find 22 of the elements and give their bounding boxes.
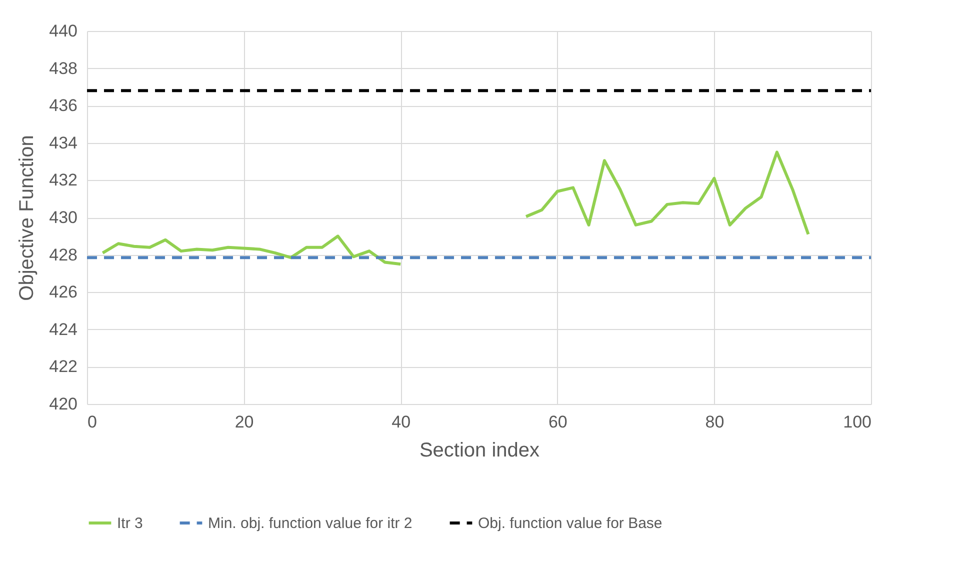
- x-tick-label: 100: [843, 412, 872, 432]
- x-tick-label: 60: [548, 412, 568, 432]
- y-tick-label: 438: [49, 58, 78, 78]
- legend-label: Itr 3: [117, 515, 143, 532]
- legend-label: Obj. function value for Base: [478, 515, 662, 532]
- x-tick-label: 0: [88, 412, 97, 432]
- x-tick-label: 20: [234, 412, 254, 432]
- y-tick-label: 420: [49, 394, 78, 414]
- y-tick-label: 434: [49, 133, 78, 152]
- y-tick-label: 428: [49, 245, 78, 264]
- y-tick-label: 436: [49, 96, 78, 116]
- y-tick-label: 426: [49, 282, 78, 302]
- y-tick-label: 440: [49, 22, 78, 40]
- y-tick-label: 432: [49, 170, 78, 190]
- y-tick-label: 430: [49, 208, 78, 227]
- y-tick-label: 422: [49, 357, 78, 376]
- x-axis-title: Section index: [419, 440, 540, 462]
- y-axis-title: Objective Function: [16, 135, 38, 301]
- y-tick-label: 424: [49, 320, 78, 339]
- x-tick-label: 80: [705, 412, 724, 432]
- x-tick-label: 40: [392, 412, 411, 432]
- legend-label: Min. obj. function value for itr 2: [208, 515, 412, 532]
